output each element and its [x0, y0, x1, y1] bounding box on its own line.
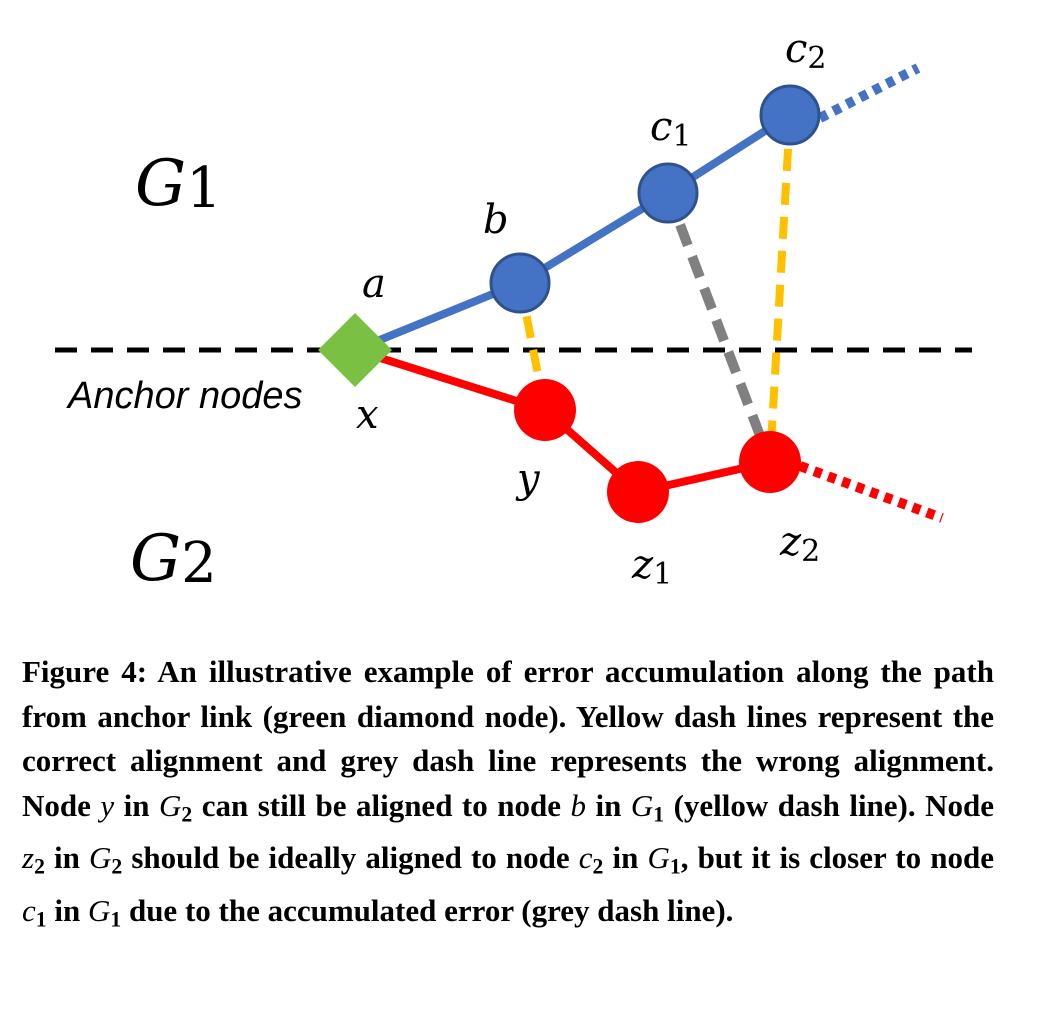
- g1-edges: [351, 111, 794, 354]
- anchor-nodes-label: Anchor nodes: [66, 375, 303, 417]
- label-z2: z2: [779, 519, 820, 569]
- alignment-diagram: G1 G2 Anchor nodes a b c1 c2 x y z1 z2: [55, 26, 972, 596]
- anchor-diamond-node: [318, 313, 392, 387]
- wrong-alignment-line-c1-z2: [663, 191, 775, 464]
- node-c2: [759, 84, 821, 146]
- edge-z2-dotted: [798, 461, 944, 523]
- label-b: b: [483, 197, 509, 243]
- alignment-line-c2-z2: [766, 114, 794, 463]
- label-y: y: [515, 456, 541, 502]
- node-c1: [637, 162, 699, 224]
- g2-label: G2: [130, 522, 217, 596]
- label-c1: c1: [650, 104, 692, 154]
- label-a: a: [362, 261, 386, 307]
- figure-caption: Figure 4: An illustrative example of err…: [22, 654, 995, 932]
- node-y: [514, 379, 576, 441]
- label-x: x: [356, 392, 379, 438]
- node-z1: [607, 461, 669, 523]
- label-z1: z1: [631, 542, 672, 592]
- label-c2: c2: [785, 26, 827, 76]
- edge-c2-dotted: [817, 63, 921, 123]
- g1-label: G1: [135, 147, 222, 221]
- node-z2: [739, 431, 801, 493]
- edge-x-y: [351, 346, 549, 414]
- node-b: [489, 252, 551, 314]
